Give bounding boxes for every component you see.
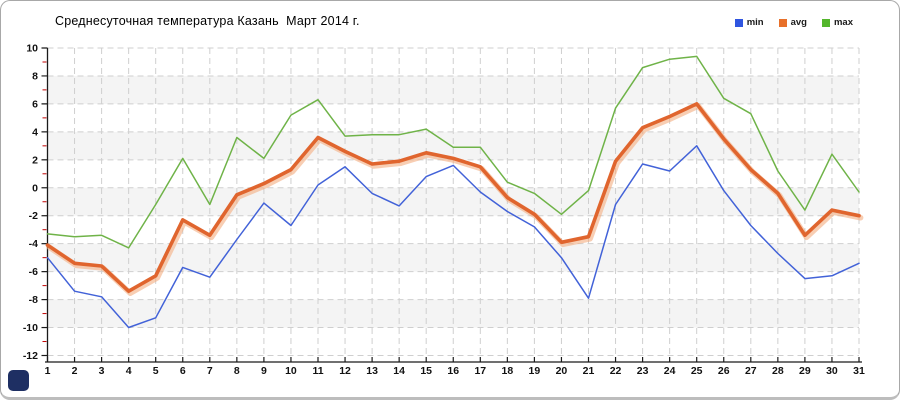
- svg-text:9: 9: [261, 365, 267, 377]
- svg-text:-6: -6: [29, 266, 38, 278]
- svg-text:-12: -12: [23, 350, 38, 362]
- svg-text:30: 30: [826, 365, 838, 377]
- svg-text:11: 11: [312, 365, 323, 377]
- svg-text:4: 4: [32, 126, 38, 138]
- svg-text:4: 4: [126, 365, 132, 377]
- gridlines: [47, 47, 860, 356]
- svg-text:15: 15: [420, 365, 432, 377]
- svg-text:-8: -8: [29, 294, 38, 306]
- legend-item-avg: avg: [778, 17, 807, 28]
- svg-text:7: 7: [207, 365, 213, 377]
- svg-text:6: 6: [180, 365, 186, 377]
- svg-text:21: 21: [583, 365, 595, 377]
- svg-text:24: 24: [664, 365, 676, 377]
- avg-series-swatch: [778, 18, 787, 27]
- svg-text:-10: -10: [23, 322, 38, 334]
- svg-text:10: 10: [26, 43, 38, 55]
- svg-text:-4: -4: [29, 238, 38, 250]
- svg-text:-2: -2: [29, 210, 38, 222]
- min-series-line: [46, 145, 860, 329]
- max-series-line: [46, 55, 860, 249]
- svg-text:20: 20: [556, 365, 568, 377]
- legend-item-max: max: [821, 17, 853, 28]
- legend-label-max: max: [833, 17, 853, 28]
- svg-text:31: 31: [853, 365, 865, 377]
- svg-text:19: 19: [529, 365, 541, 377]
- legend-item-min: min: [734, 17, 764, 28]
- chart-title: Среднесуточная температура Казань Март 2…: [55, 14, 360, 28]
- svg-text:0: 0: [32, 182, 38, 194]
- svg-text:13: 13: [366, 365, 378, 377]
- svg-text:2: 2: [72, 365, 78, 377]
- svg-text:17: 17: [474, 365, 486, 377]
- svg-text:6: 6: [32, 98, 38, 110]
- avg-series-line: [45, 102, 864, 297]
- x-axis-ticks: 1 2 3 4 5 6 7 8 9 10 11 12 13 14 15 16 17 18 19 20 21 22 23 24 2…: [45, 357, 865, 377]
- svg-text:18: 18: [502, 365, 514, 377]
- svg-text:10: 10: [285, 365, 297, 377]
- y-axis-ticks: -12 -10 -8 -6 -4 -2 0 2 4 6 8 10: [23, 43, 48, 362]
- svg-text:25: 25: [691, 365, 703, 377]
- svg-text:29: 29: [799, 365, 811, 377]
- svg-text:28: 28: [772, 365, 784, 377]
- legend-label-avg: avg: [790, 17, 807, 28]
- svg-text:26: 26: [718, 365, 730, 377]
- legend-label-min: min: [746, 17, 764, 28]
- svg-text:23: 23: [637, 365, 649, 377]
- svg-text:22: 22: [610, 365, 622, 377]
- max-series-swatch: [821, 18, 830, 27]
- svg-text:14: 14: [393, 365, 405, 377]
- svg-text:8: 8: [234, 365, 240, 377]
- svg-text:8: 8: [32, 70, 38, 82]
- svg-text:3: 3: [99, 365, 105, 377]
- svg-text:27: 27: [745, 365, 757, 377]
- svg-text:12: 12: [339, 365, 351, 377]
- svg-text:2: 2: [32, 154, 38, 166]
- min-series-swatch: [734, 18, 743, 27]
- svg-text:16: 16: [447, 365, 459, 377]
- svg-text:1: 1: [45, 365, 51, 377]
- svg-text:5: 5: [153, 365, 159, 377]
- legend: min avg max: [734, 17, 853, 28]
- logo-badge: [8, 370, 29, 391]
